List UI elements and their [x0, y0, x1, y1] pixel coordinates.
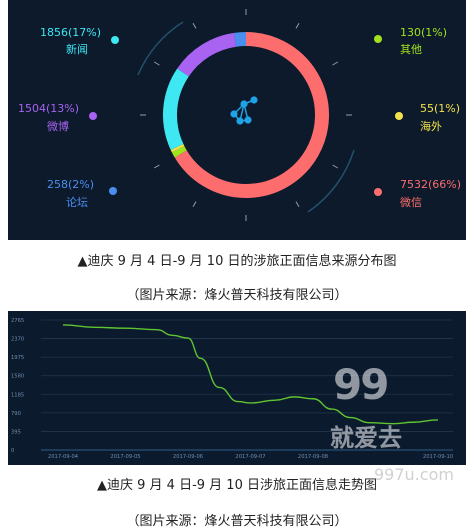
- news-dot: [111, 36, 119, 44]
- donut-slice-新闻: [163, 68, 189, 150]
- tick-mark: [332, 164, 339, 169]
- x-tick-label: 2017-09-07: [235, 454, 265, 460]
- other-name-label: 其他: [400, 43, 422, 56]
- donut-caption-title: ▲迪庆 9 月 4 日-9 月 10 日的涉旅正面信息来源分布图: [77, 254, 397, 269]
- wechat-name-label: 微信: [400, 196, 422, 209]
- other-value-label: 130(1%): [400, 26, 448, 39]
- donut-caption-source: （图片来源：烽火普天科技有限公司）: [126, 288, 348, 303]
- tick-mark: [192, 201, 197, 208]
- wechat-value-label: 7532(66%): [400, 178, 462, 191]
- forum-name-label: 论坛: [66, 196, 88, 209]
- watermark-text: 就爱去: [330, 424, 402, 452]
- donut-slice-微博: [177, 32, 237, 77]
- weibo-value-label: 1504(13%): [18, 102, 80, 115]
- forum-value-label: 258(2%): [47, 178, 95, 191]
- x-tick-label: 2017-09-10: [423, 454, 453, 460]
- source-distribution-panel: 1856(17%) 新闻 1504(13%) 微博 258(2%) 论坛 130…: [8, 0, 466, 240]
- news-value-label: 1856(17%): [40, 26, 102, 39]
- wechat-dot: [374, 188, 382, 196]
- series-line: [62, 324, 439, 425]
- tick-mark: [153, 61, 160, 66]
- watermark-logo: 99: [333, 360, 389, 409]
- donut-slice-论坛: [234, 32, 247, 47]
- tick-mark: [153, 164, 160, 169]
- tick-mark: [295, 22, 300, 29]
- tick-mark: [192, 22, 197, 29]
- decor-arc: [137, 21, 184, 76]
- y-tick-label: 2370: [11, 337, 24, 343]
- x-tick-label: 2017-09-04: [48, 454, 79, 460]
- line-chart: 0 395 790 1185 1580 1975 2370 2765 2017-09-04 201…: [11, 318, 453, 460]
- overseas-name-label: 海外: [420, 120, 442, 133]
- overseas-value-label: 55(1%): [420, 102, 461, 115]
- overseas-dot: [395, 112, 403, 120]
- tick-mark: [332, 61, 339, 66]
- trend-caption-source: （图片来源：烽火普天科技有限公司）: [126, 514, 348, 529]
- weibo-dot: [89, 112, 97, 120]
- y-tick-label: 0: [11, 448, 14, 454]
- y-tick-label: 2765: [11, 318, 24, 324]
- y-tick-label: 790: [11, 411, 21, 417]
- donut-slice-微信: [174, 32, 329, 198]
- decor-arc: [307, 149, 355, 213]
- weibo-name-label: 微博: [47, 120, 69, 133]
- y-tick-label: 1185: [11, 392, 24, 398]
- y-tick-label: 1580: [11, 374, 24, 380]
- y-tick-label: 1975: [11, 355, 24, 361]
- trend-caption-title: ▲迪庆 9 月 4 日-9 月 10 日涉旅正面信息走势图: [97, 478, 377, 493]
- news-name-label: 新闻: [66, 43, 88, 56]
- forum-dot: [109, 187, 117, 195]
- x-tick-label: 2017-09-08: [298, 454, 328, 460]
- x-tick-label: 2017-09-06: [173, 454, 203, 460]
- y-tick-label: 395: [11, 429, 21, 435]
- x-tick-label: 2017-09-05: [110, 454, 140, 460]
- watermark-site: 997u.com: [374, 465, 454, 484]
- other-dot: [374, 35, 382, 43]
- trend-panel: 0 395 790 1185 1580 1975 2370 2765 2017-09-04 201…: [8, 311, 466, 465]
- donut-slice-其他: [171, 145, 187, 158]
- donut-chart: [137, 9, 355, 221]
- donut-slice-海外: [170, 144, 185, 153]
- network-hub-icon: [230, 96, 258, 125]
- tick-mark: [295, 201, 300, 208]
